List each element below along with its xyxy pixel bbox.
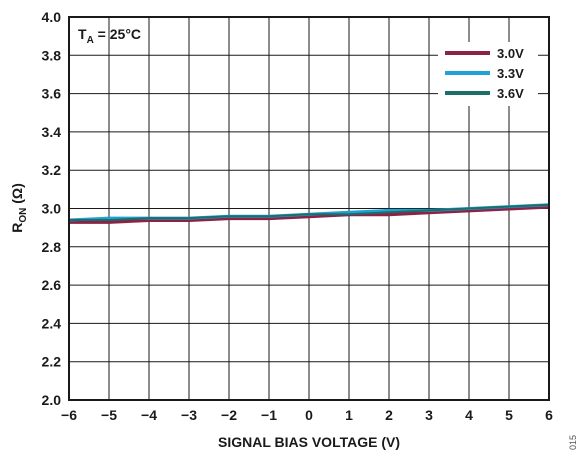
x-tick-label: 4 bbox=[465, 407, 473, 423]
y-tick-label: 2.0 bbox=[42, 392, 62, 408]
series-layer bbox=[68, 203, 550, 224]
y-tick-labels: 2.0 2.2 2.4 2.6 2.8 3.0 3.2 3.4 3.6 3.8 4.0 bbox=[42, 9, 62, 408]
series-line-3.0V bbox=[69, 204, 550, 224]
x-tick-label: 6 bbox=[545, 407, 553, 423]
y-tick-label: 3.2 bbox=[42, 162, 62, 178]
x-axis-title: SIGNAL BIAS VOLTAGE (V) bbox=[218, 434, 400, 450]
y-axis-sub: ON bbox=[18, 208, 29, 223]
y-tick-label: 2.6 bbox=[42, 277, 62, 293]
x-tick-label: 2 bbox=[385, 407, 393, 423]
x-tick-label: 1 bbox=[345, 407, 353, 423]
legend-label: 3.0V bbox=[497, 46, 524, 61]
y-tick-label: 2.8 bbox=[42, 239, 62, 255]
y-axis-main: R bbox=[9, 223, 25, 233]
x-tick-label: 5 bbox=[505, 407, 513, 423]
x-tick-label: 3 bbox=[425, 407, 433, 423]
x-tick-label: −5 bbox=[101, 407, 117, 423]
plot-frame bbox=[68, 16, 550, 401]
x-tick-labels: −6 −5 −4 −3 −2 −1 0 1 2 3 4 5 6 bbox=[61, 407, 553, 423]
annotation-sub: A bbox=[87, 35, 94, 46]
x-tick-label: 0 bbox=[305, 407, 313, 423]
series-line-3.6V bbox=[69, 203, 550, 221]
legend-label: 3.3V bbox=[497, 66, 524, 81]
x-tick-label: −1 bbox=[261, 407, 277, 423]
figure-code: 015 bbox=[568, 435, 578, 450]
y-tick-label: 4.0 bbox=[42, 9, 62, 25]
legend: 3.0V 3.3V 3.6V bbox=[438, 42, 538, 106]
x-tick-label: −6 bbox=[61, 407, 77, 423]
y-tick-label: 3.6 bbox=[42, 86, 62, 102]
y-axis-title: RON (Ω) bbox=[9, 183, 29, 233]
legend-label: 3.6V bbox=[497, 86, 524, 101]
y-tick-label: 2.2 bbox=[42, 354, 62, 370]
y-tick-label: 3.4 bbox=[42, 124, 62, 140]
annotation-main: T bbox=[78, 26, 87, 42]
y-axis-rest: (Ω) bbox=[9, 183, 25, 207]
y-tick-label: 3.8 bbox=[42, 47, 62, 63]
x-tick-label: −3 bbox=[181, 407, 197, 423]
temperature-annotation: TA = 25°C bbox=[78, 26, 141, 46]
y-tick-label: 2.4 bbox=[42, 315, 62, 331]
y-tick-label: 3.0 bbox=[42, 201, 62, 217]
annotation-rest: = 25°C bbox=[94, 26, 141, 42]
x-tick-label: −4 bbox=[141, 407, 157, 423]
x-tick-label: −2 bbox=[221, 407, 237, 423]
